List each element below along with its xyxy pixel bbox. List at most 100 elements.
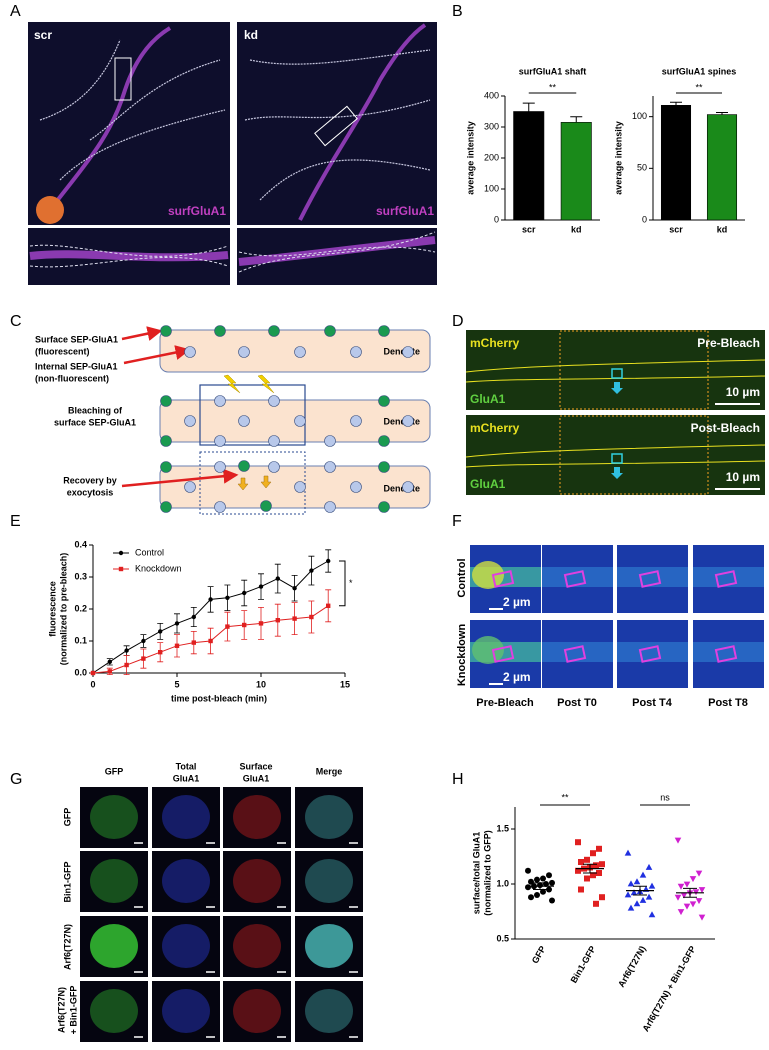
dendrite bbox=[48, 26, 172, 212]
micrograph bbox=[295, 981, 363, 1042]
column-label: GluA1 bbox=[243, 773, 270, 783]
diagram-label: Dendrite bbox=[383, 483, 420, 493]
y-tick-label: 0.0 bbox=[74, 667, 87, 677]
receptor bbox=[160, 395, 172, 407]
cell-body bbox=[36, 196, 64, 224]
point bbox=[599, 894, 605, 901]
heatmap-band bbox=[693, 567, 764, 587]
cell bbox=[162, 795, 210, 839]
pointer bbox=[611, 467, 623, 479]
point bbox=[590, 850, 596, 857]
x-tick-label: 5 bbox=[174, 679, 179, 689]
cell bbox=[305, 989, 353, 1033]
receptor bbox=[238, 346, 250, 358]
receptor bbox=[160, 461, 172, 473]
y-axis-label: fluorescence bbox=[47, 581, 57, 637]
receptor bbox=[184, 346, 196, 358]
y-tick-label: 100 bbox=[484, 183, 499, 193]
micrograph bbox=[152, 851, 220, 912]
point bbox=[624, 849, 632, 856]
receptor bbox=[294, 481, 306, 493]
receptor bbox=[238, 460, 250, 472]
micrograph bbox=[237, 22, 437, 225]
receptor bbox=[324, 435, 336, 447]
micrograph bbox=[80, 851, 148, 912]
spine-box bbox=[638, 645, 662, 663]
scale-label: 2 µm bbox=[503, 595, 531, 609]
point bbox=[242, 622, 247, 628]
receptor bbox=[260, 500, 272, 512]
panel-label: C bbox=[10, 313, 22, 330]
point bbox=[534, 892, 540, 898]
cell bbox=[233, 859, 281, 903]
y-axis-label: average intensity bbox=[465, 121, 475, 195]
cell bbox=[305, 795, 353, 839]
legend-label: Control bbox=[135, 547, 164, 557]
y-tick-label: 400 bbox=[484, 90, 499, 100]
point bbox=[174, 621, 180, 626]
y-axis-label: (normalized to GFP) bbox=[482, 830, 492, 916]
point bbox=[309, 614, 314, 620]
y-tick-label: 1.5 bbox=[496, 823, 509, 833]
x-tick-label: scr bbox=[669, 224, 683, 234]
pointer bbox=[611, 382, 623, 394]
y-axis-label: surface/total GluA1 bbox=[471, 832, 481, 915]
point bbox=[633, 878, 641, 885]
panel-labels: A B C D E F G H bbox=[10, 3, 464, 788]
x-tick-label: 10 bbox=[256, 679, 266, 689]
diagram-label: Recovery by bbox=[63, 475, 117, 485]
y-tick-label: 50 bbox=[637, 163, 647, 173]
column-label: Post T0 bbox=[557, 697, 597, 709]
receptor bbox=[184, 481, 196, 493]
x-tick-label: Arf6(T27N) bbox=[616, 944, 648, 989]
dendrite bbox=[29, 250, 229, 262]
receptor bbox=[268, 435, 280, 447]
row-label: + Bin1-GFP bbox=[68, 986, 78, 1035]
significance-label: * bbox=[349, 578, 353, 588]
receptor bbox=[324, 461, 336, 473]
point bbox=[208, 638, 213, 644]
panel-d: mCherry Pre-Bleach GluA1 10 µm mCherry P… bbox=[465, 330, 766, 495]
significance-label: ** bbox=[561, 792, 569, 802]
cell bbox=[305, 859, 353, 903]
point bbox=[590, 872, 596, 879]
bleach-icon bbox=[223, 374, 275, 394]
point bbox=[191, 614, 196, 620]
legend-label: Knockdown bbox=[135, 563, 182, 573]
micrograph bbox=[152, 916, 220, 977]
point bbox=[575, 867, 581, 874]
receptor bbox=[402, 346, 414, 358]
point bbox=[275, 618, 280, 623]
point bbox=[596, 870, 602, 876]
row-label: Arf6(T27N) bbox=[62, 924, 72, 970]
point bbox=[309, 568, 314, 573]
error-bar bbox=[716, 112, 728, 115]
point bbox=[584, 856, 590, 863]
bleach-box bbox=[199, 384, 306, 446]
significance-label: ** bbox=[549, 82, 557, 92]
panel-label: A bbox=[10, 3, 21, 20]
point bbox=[141, 638, 146, 644]
roi-box bbox=[559, 330, 709, 410]
point bbox=[258, 584, 264, 589]
diagram-label: Dendrite bbox=[383, 346, 420, 356]
cell bbox=[305, 924, 353, 968]
spine-box bbox=[714, 645, 738, 663]
heatmap-band bbox=[542, 642, 613, 662]
point bbox=[698, 914, 706, 921]
point bbox=[575, 839, 581, 846]
spine-box bbox=[638, 570, 662, 588]
receptor bbox=[350, 415, 362, 427]
spine-box bbox=[563, 570, 587, 588]
cell bbox=[233, 989, 281, 1033]
row-label: Arf6(T27N) bbox=[56, 987, 66, 1033]
column-label: GluA1 bbox=[173, 773, 200, 783]
receptor bbox=[378, 501, 390, 513]
point bbox=[292, 586, 297, 591]
point bbox=[546, 872, 552, 879]
receptor bbox=[160, 435, 172, 447]
scale-label: 2 µm bbox=[503, 670, 531, 684]
point bbox=[525, 867, 531, 874]
y-tick-label: 0 bbox=[642, 214, 647, 224]
